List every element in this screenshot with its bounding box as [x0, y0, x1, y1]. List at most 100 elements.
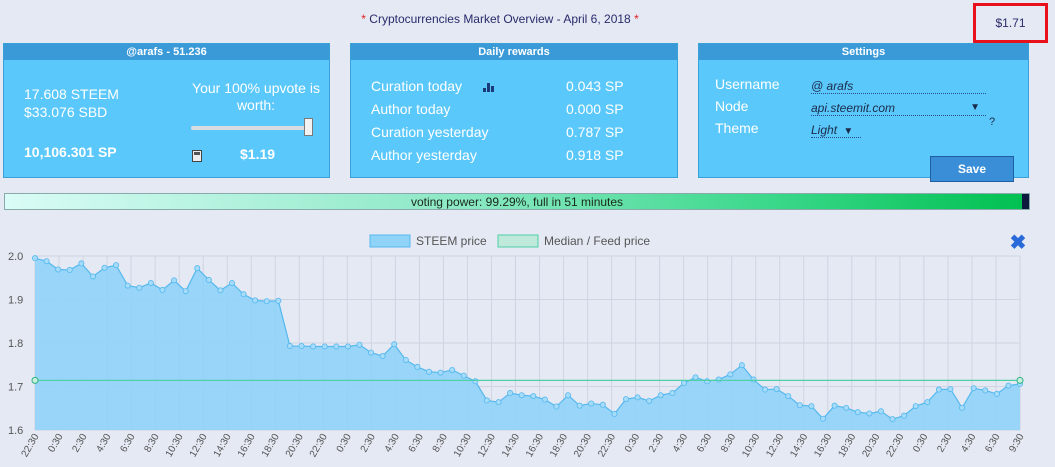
- x-tick-label: 4:30: [959, 432, 978, 455]
- x-tick-label: 0:30: [911, 432, 930, 455]
- save-button[interactable]: Save: [930, 156, 1014, 182]
- x-tick-label: 20:30: [572, 432, 594, 460]
- steem-point: [43, 258, 50, 265]
- steem-point: [565, 392, 572, 399]
- steem-point: [252, 297, 259, 304]
- settings-panel: Settings Username @ arafs Node api.steem…: [698, 43, 1029, 182]
- steem-point: [657, 392, 664, 399]
- steem-point: [854, 409, 861, 416]
- x-tick-label: 20:30: [860, 432, 882, 460]
- x-tick-label: 4:30: [94, 432, 113, 455]
- upvote-slider[interactable]: [191, 118, 313, 136]
- calculator-icon[interactable]: [192, 150, 202, 162]
- x-tick-label: 22:30: [884, 432, 906, 460]
- reward-value: 0.918 SP: [566, 147, 624, 163]
- steem-point: [762, 386, 769, 393]
- steem-point: [89, 273, 96, 280]
- steem-point: [623, 396, 630, 403]
- steem-point: [831, 402, 838, 409]
- slider-handle[interactable]: [304, 118, 313, 136]
- steem-point: [576, 402, 583, 409]
- steem-point: [182, 288, 189, 295]
- x-tick-label: 20:30: [284, 432, 306, 460]
- node-help-icon[interactable]: ?: [989, 116, 996, 128]
- x-tick-label: 6:30: [118, 432, 137, 455]
- steem-point: [55, 266, 62, 273]
- median-point-end: [1016, 376, 1024, 384]
- voting-power-text: voting power: 99.29%, full in 51 minutes: [410, 195, 624, 209]
- settings-panel-title: Settings: [699, 44, 1028, 60]
- theme-label: Theme: [715, 120, 759, 136]
- steem-point: [78, 260, 85, 267]
- steem-point: [877, 408, 884, 415]
- steem-point: [669, 390, 676, 397]
- steem-point: [773, 386, 780, 393]
- x-tick-label: 18:30: [836, 432, 858, 460]
- steem-point: [750, 376, 757, 383]
- close-icon[interactable]: ✖: [1009, 232, 1027, 254]
- x-tick-label: 10:30: [740, 432, 762, 460]
- steem-point: [901, 412, 908, 419]
- median-point-start: [31, 376, 39, 384]
- upvote-value: $1.19: [240, 146, 276, 162]
- y-tick-label: 1.8: [8, 338, 23, 350]
- steem-point: [298, 343, 305, 350]
- x-tick-label: 6:30: [983, 432, 1002, 455]
- steem-point: [912, 403, 919, 410]
- sbd-balance: $33.076 SBD: [24, 104, 108, 120]
- page-title: * Cryptocurrencies Market Overview - Apr…: [0, 12, 1000, 26]
- title-star-left: *: [361, 12, 366, 26]
- node-select[interactable]: api.steemit.com ▼: [811, 100, 986, 116]
- chevron-down-icon: ▼: [843, 126, 854, 137]
- steem-point: [310, 343, 317, 350]
- rewards-panel-title: Daily rewards: [351, 44, 677, 60]
- steem-point: [437, 369, 444, 376]
- steem-point: [959, 404, 966, 411]
- steem-point: [970, 385, 977, 392]
- node-label: Node: [715, 98, 749, 114]
- x-tick-label: 6:30: [695, 432, 714, 455]
- steem-point: [32, 255, 39, 262]
- legend-swatch-median: [497, 234, 539, 248]
- reward-value: 0.043 SP: [566, 78, 624, 94]
- steem-point: [113, 262, 120, 269]
- steem-point: [217, 287, 224, 294]
- steem-point: [460, 372, 467, 379]
- rewards-panel: Daily rewards Curation today 0.043 SP Au…: [350, 43, 678, 178]
- steem-point: [611, 410, 618, 417]
- steem-point: [982, 387, 989, 394]
- steem-point: [796, 402, 803, 409]
- chevron-down-icon: ▼: [970, 102, 980, 113]
- steem-point: [495, 399, 502, 406]
- steem-point: [680, 380, 687, 387]
- steem-point: [785, 393, 792, 400]
- reward-label: Curation today: [371, 78, 463, 94]
- x-tick-label: 6:30: [407, 432, 426, 455]
- steem-point: [889, 416, 896, 423]
- steem-point: [1005, 382, 1012, 389]
- steem-point: [263, 298, 270, 305]
- x-tick-label: 2:30: [359, 432, 378, 455]
- steem-point: [704, 378, 711, 385]
- legend-label-steem: STEEM price: [416, 234, 487, 248]
- x-tick-label: 2:30: [935, 432, 954, 455]
- x-tick-label: 2:30: [70, 432, 89, 455]
- steem-point: [738, 362, 745, 369]
- x-tick-label: 4:30: [671, 432, 690, 455]
- x-tick-label: 16:30: [812, 432, 834, 460]
- steem-point: [402, 356, 409, 363]
- steem-point: [286, 343, 293, 350]
- title-star-right: *: [634, 12, 639, 26]
- username-input[interactable]: @ arafs: [811, 78, 986, 94]
- steem-point: [530, 393, 537, 400]
- voting-power-bar: voting power: 99.29%, full in 51 minutes: [4, 193, 1030, 210]
- reward-value: 0.787 SP: [566, 124, 624, 140]
- bar-chart-icon[interactable]: [483, 82, 497, 92]
- theme-select[interactable]: Light ▼: [811, 122, 861, 138]
- steem-point: [541, 396, 548, 403]
- steem-price: $1.71: [995, 16, 1026, 30]
- reward-row-author-yesterday: Author yesterday 0.918 SP: [371, 147, 631, 167]
- steem-point: [275, 297, 282, 304]
- x-tick-label: 16:30: [524, 432, 546, 460]
- y-tick-label: 2.0: [8, 251, 23, 263]
